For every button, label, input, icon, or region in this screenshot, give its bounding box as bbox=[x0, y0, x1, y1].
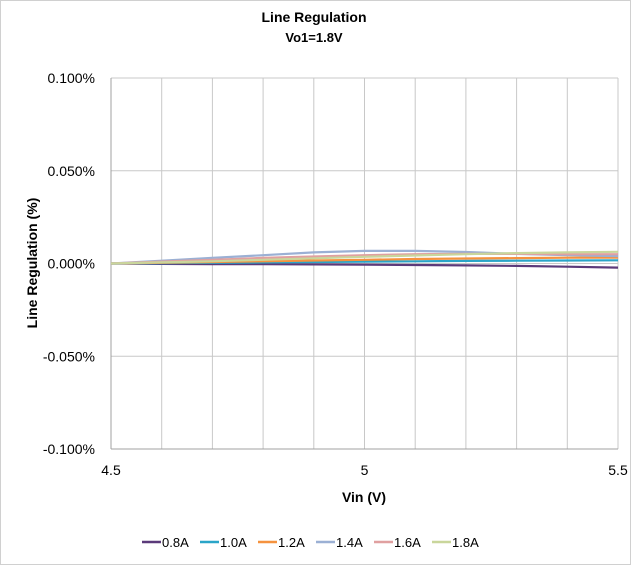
x-tick-label: 5.5 bbox=[608, 462, 628, 478]
y-tick-label: -0.050% bbox=[43, 348, 95, 364]
legend-label: 1.8A bbox=[452, 535, 479, 550]
y-tick-label: 0.000% bbox=[48, 256, 95, 272]
legend-label: 1.6A bbox=[394, 535, 421, 550]
legend-label: 1.2A bbox=[278, 535, 305, 550]
x-axis-label: Vin (V) bbox=[342, 489, 386, 505]
chart-title: Line Regulation bbox=[262, 9, 367, 25]
x-tick-label: 4.5 bbox=[101, 462, 121, 478]
y-tick-label: -0.100% bbox=[43, 441, 95, 457]
series-line-0.8A bbox=[110, 262, 619, 269]
legend-label: 1.4A bbox=[336, 535, 363, 550]
y-tick-label: 0.100% bbox=[48, 70, 95, 86]
y-tick-label: 0.050% bbox=[48, 163, 95, 179]
series-lines bbox=[110, 249, 619, 269]
y-axis-label: Line Regulation (%) bbox=[24, 198, 40, 329]
x-tick-labels: 4.5 5 5.5 bbox=[101, 462, 628, 478]
y-tick-labels: 0.100% 0.050% 0.000% -0.050% -0.100% bbox=[43, 70, 95, 457]
legend-label: 1.0A bbox=[220, 535, 247, 550]
series-line-1.6A bbox=[110, 252, 618, 265]
series-line-1.8A bbox=[110, 250, 619, 265]
legend: 0.8A 1.0A 1.2A 1.4A 1.6A 1.8A bbox=[142, 535, 479, 550]
chart-subtitle: Vo1=1.8V bbox=[285, 30, 343, 45]
x-tick-label: 5 bbox=[361, 462, 369, 478]
legend-label: 0.8A bbox=[162, 535, 189, 550]
